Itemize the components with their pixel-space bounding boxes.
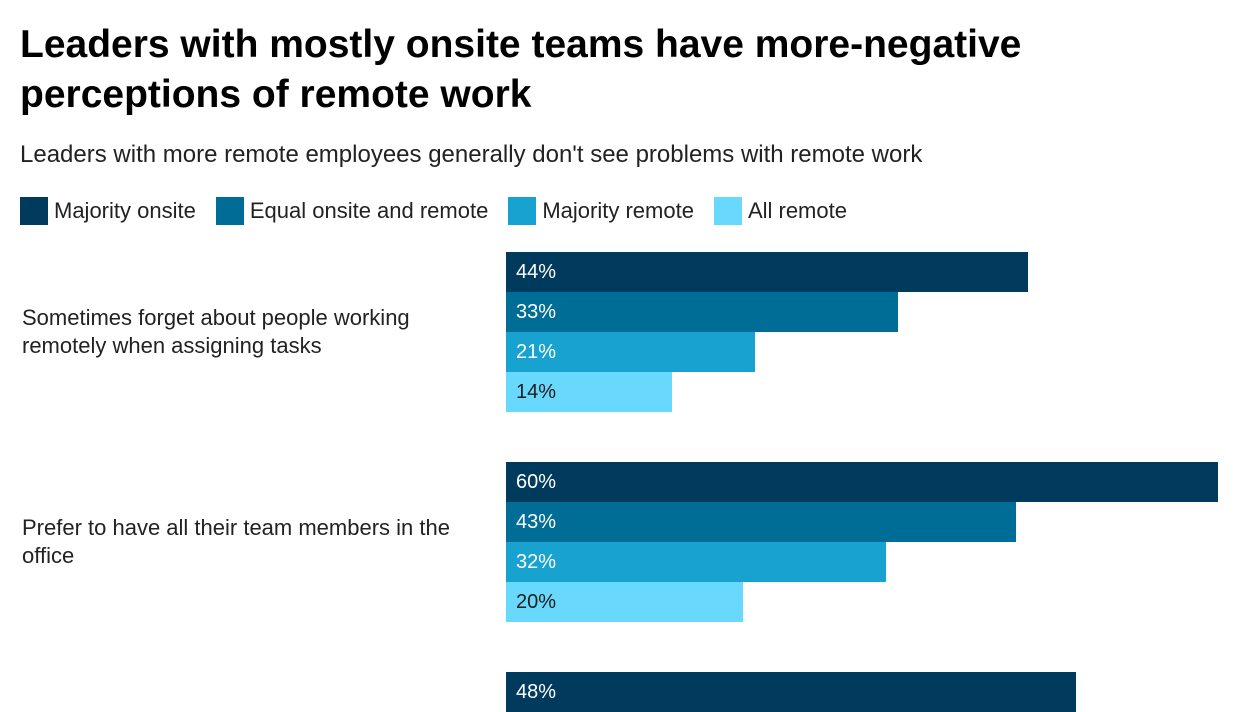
value-label: 20% <box>516 591 557 613</box>
legend-item: Majority remote <box>508 197 694 225</box>
bar <box>506 332 756 372</box>
category-label: Sometimes forget about people working re… <box>22 305 410 358</box>
bar <box>506 462 1218 502</box>
legend-swatch <box>215 197 244 225</box>
legend-label: All remote <box>747 198 847 223</box>
category-label: Prefer to have all their team members in… <box>22 515 450 568</box>
bar <box>506 252 1029 292</box>
legend-item: Majority onsite <box>20 197 196 225</box>
bar <box>506 502 1017 542</box>
value-label: 14% <box>516 381 557 403</box>
value-label: 43% <box>516 511 557 533</box>
chart-title: Leaders with mostly onsite teams have mo… <box>20 23 1022 116</box>
legend-label: Majority onsite <box>54 198 196 223</box>
value-label: 48% <box>516 681 557 703</box>
legend-swatch <box>713 197 742 225</box>
legend: Majority onsite Equal onsite and remote Ma… <box>20 197 847 225</box>
value-label: 32% <box>516 551 557 573</box>
legend-swatch <box>20 197 48 225</box>
bar <box>506 672 1076 712</box>
bar <box>506 582 744 622</box>
bar <box>506 372 673 412</box>
legend-label: Equal onsite and remote <box>249 198 489 223</box>
legend-item: All remote <box>713 197 847 225</box>
legend-label: Majority remote <box>542 198 694 223</box>
value-label: 44% <box>516 261 557 283</box>
bar <box>506 292 898 332</box>
value-label: 21% <box>516 341 557 363</box>
value-label: 33% <box>516 301 557 323</box>
value-label: 60% <box>516 471 557 493</box>
legend-swatch <box>508 197 537 225</box>
bar <box>506 542 886 582</box>
page: Leaders with mostly onsite teams have mo… <box>20 23 1218 712</box>
legend-item: Equal onsite and remote <box>215 197 489 225</box>
chart-subtitle: Leaders with more remote employees gener… <box>20 141 923 168</box>
